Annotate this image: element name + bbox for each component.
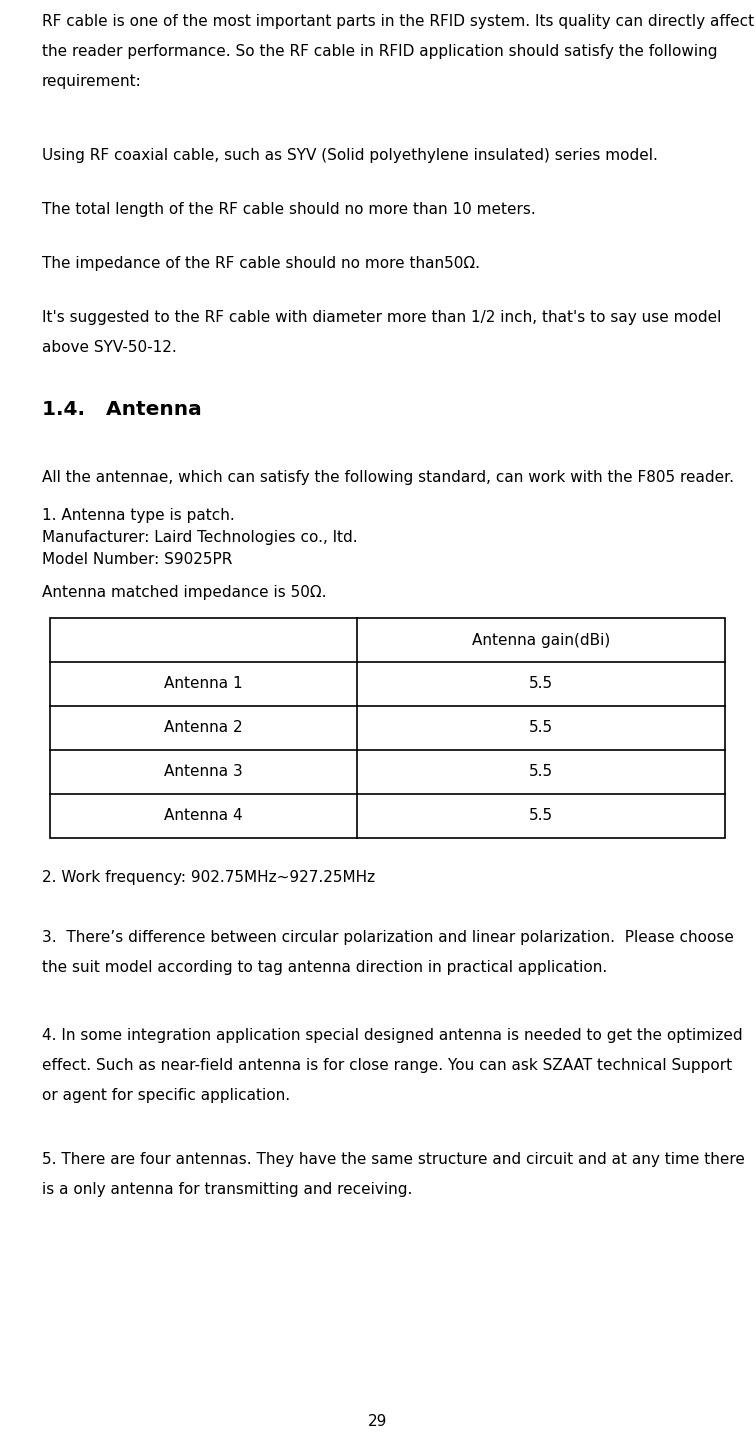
Text: Using RF coaxial cable, such as SYV (Solid polyethylene insulated) series model.: Using RF coaxial cable, such as SYV (Sol…: [42, 148, 658, 163]
Text: 1.4.   Antenna: 1.4. Antenna: [42, 400, 202, 419]
Text: 1. Antenna type is patch.: 1. Antenna type is patch.: [42, 507, 235, 523]
Text: RF cable is one of the most important parts in the RFID system. Its quality can : RF cable is one of the most important pa…: [42, 15, 754, 29]
Text: Antenna 3: Antenna 3: [164, 765, 243, 779]
Text: requirement:: requirement:: [42, 74, 142, 89]
Text: 2. Work frequency: 902.75MHz~927.25MHz: 2. Work frequency: 902.75MHz~927.25MHz: [42, 869, 375, 885]
Text: All the antennae, which can satisfy the following standard, can work with the F8: All the antennae, which can satisfy the …: [42, 470, 734, 486]
Text: The total length of the RF cable should no more than 10 meters.: The total length of the RF cable should …: [42, 202, 536, 217]
Text: or agent for specific application.: or agent for specific application.: [42, 1088, 290, 1104]
Text: is a only antenna for transmitting and receiving.: is a only antenna for transmitting and r…: [42, 1182, 412, 1197]
Text: Antenna matched impedance is 50Ω.: Antenna matched impedance is 50Ω.: [42, 585, 327, 601]
Text: Antenna gain(dBi): Antenna gain(dBi): [472, 632, 610, 647]
Text: the reader performance. So the RF cable in RFID application should satisfy the f: the reader performance. So the RF cable …: [42, 44, 717, 60]
Text: 5. There are four antennas. They have the same structure and circuit and at any : 5. There are four antennas. They have th…: [42, 1152, 745, 1168]
Text: the suit model according to tag antenna direction in practical application.: the suit model according to tag antenna …: [42, 960, 607, 976]
Text: 4. In some integration application special designed antenna is needed to get the: 4. In some integration application speci…: [42, 1028, 742, 1043]
Text: 5.5: 5.5: [529, 765, 553, 779]
Text: Antenna 2: Antenna 2: [164, 721, 243, 736]
Text: The impedance of the RF cable should no more than50Ω.: The impedance of the RF cable should no …: [42, 256, 480, 270]
Bar: [50, 618, 725, 838]
Text: Antenna 4: Antenna 4: [164, 808, 243, 823]
Text: 3.  There’s difference between circular polarization and linear polarization.  P: 3. There’s difference between circular p…: [42, 931, 734, 945]
Text: 5.5: 5.5: [529, 721, 553, 736]
Text: 5.5: 5.5: [529, 676, 553, 692]
Text: effect. Such as near-field antenna is for close range. You can ask SZAAT technic: effect. Such as near-field antenna is fo…: [42, 1059, 732, 1073]
Text: Model Number: S9025PR: Model Number: S9025PR: [42, 553, 232, 567]
Text: It's suggested to the RF cable with diameter more than 1/2 inch, that's to say u: It's suggested to the RF cable with diam…: [42, 310, 721, 326]
Text: Manufacturer: Laird Technologies co., ltd.: Manufacturer: Laird Technologies co., lt…: [42, 531, 358, 545]
Text: above SYV-50-12.: above SYV-50-12.: [42, 340, 177, 355]
Text: Antenna 1: Antenna 1: [164, 676, 243, 692]
Text: 29: 29: [368, 1415, 388, 1429]
Text: 5.5: 5.5: [529, 808, 553, 823]
